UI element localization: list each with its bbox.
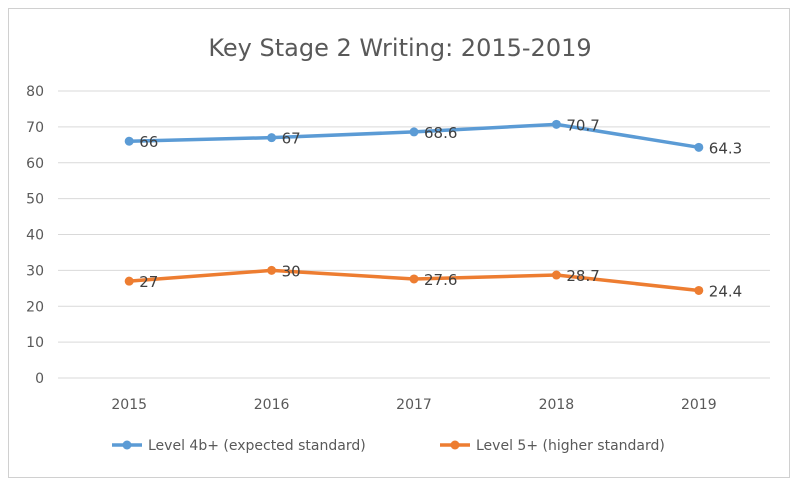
x-tick-label: 2018 <box>539 397 575 413</box>
data-point <box>694 142 704 152</box>
y-tick-label: 20 <box>26 299 44 315</box>
x-tick-label: 2015 <box>111 397 147 413</box>
data-label: 27 <box>139 273 158 291</box>
data-point <box>124 276 134 286</box>
x-tick-label: 2019 <box>681 397 717 413</box>
data-point <box>551 119 561 129</box>
data-label: 66 <box>139 133 158 151</box>
data-label: 27.6 <box>424 271 457 289</box>
y-tick-label: 70 <box>26 120 44 136</box>
y-tick-label: 80 <box>26 84 44 100</box>
data-label: 24.4 <box>709 282 742 300</box>
series-1: 66 67 68.6 70.7 64.3 <box>124 116 742 157</box>
x-axis-ticks: 2015 2016 2017 2018 2019 <box>111 397 716 413</box>
y-tick-label: 10 <box>26 335 44 351</box>
data-point <box>409 127 419 137</box>
y-tick-label: 0 <box>35 371 44 387</box>
series-group: 66 67 68.6 70.7 64.3 27 30 27.6 28.7 24.4 <box>124 116 742 300</box>
series-2: 27 30 27.6 28.7 24.4 <box>124 262 742 300</box>
data-point <box>267 133 277 143</box>
data-point <box>694 285 704 295</box>
y-tick-label: 50 <box>26 192 44 208</box>
legend-label: Level 5+ (higher standard) <box>476 438 665 454</box>
data-label: 67 <box>282 130 301 148</box>
y-axis-ticks: 0 10 20 30 40 50 60 70 80 <box>26 84 44 387</box>
data-point <box>124 136 134 146</box>
y-tick-label: 40 <box>26 228 44 244</box>
y-tick-label: 30 <box>26 263 44 279</box>
data-point <box>551 270 561 280</box>
data-label: 70.7 <box>566 116 599 134</box>
legend-swatch-marker <box>450 440 460 450</box>
legend-swatch-marker <box>122 440 132 450</box>
data-label: 64.3 <box>709 139 742 157</box>
legend-entry: Level 4b+ (expected standard) <box>112 438 366 454</box>
x-tick-label: 2017 <box>396 397 432 413</box>
data-label: 68.6 <box>424 124 457 142</box>
legend: Level 4b+ (expected standard) Level 5+ (h… <box>112 438 665 454</box>
legend-entry: Level 5+ (higher standard) <box>440 438 665 454</box>
gridlines <box>58 90 770 379</box>
chart-title: Key Stage 2 Writing: 2015-2019 <box>208 34 591 62</box>
x-tick-label: 2016 <box>254 397 290 413</box>
data-point <box>267 265 277 275</box>
y-tick-label: 60 <box>26 156 44 172</box>
data-label: 28.7 <box>566 267 599 285</box>
data-label: 30 <box>282 262 301 280</box>
data-point <box>409 274 419 284</box>
chart-frame <box>8 8 790 478</box>
legend-label: Level 4b+ (expected standard) <box>148 438 366 454</box>
